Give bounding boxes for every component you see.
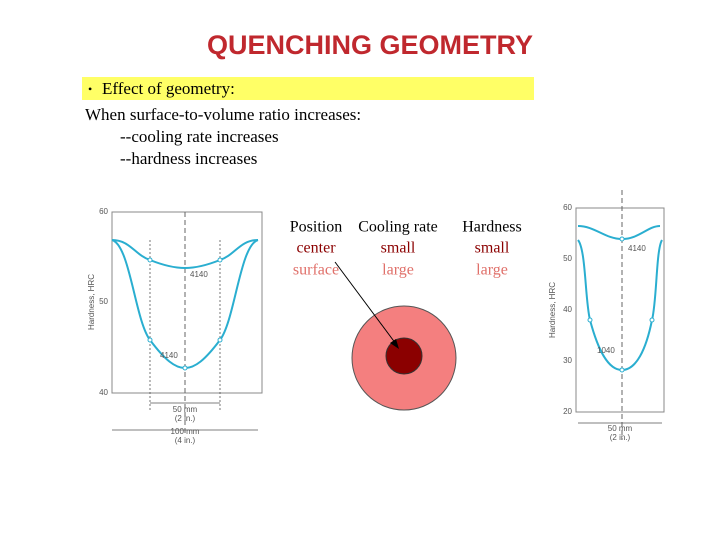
dimension-label: (2 in.)	[175, 414, 196, 423]
table-cell: center	[296, 240, 336, 257]
dot	[217, 337, 223, 343]
tick-label: 40	[99, 388, 108, 397]
tick-label: 20	[563, 407, 572, 416]
curve	[111, 239, 259, 270]
tick-label: 30	[563, 356, 572, 365]
dot	[619, 236, 625, 242]
dimension-label: 50 mm	[173, 405, 198, 414]
table-header: Hardness	[462, 219, 522, 236]
dimension-label: (2 in.)	[610, 433, 631, 442]
dot	[147, 337, 153, 343]
table-header: Cooling rate	[358, 219, 438, 236]
plot-frame	[111, 211, 263, 394]
inner-section	[385, 337, 423, 375]
tick-label: 60	[99, 207, 108, 216]
arrow	[334, 261, 397, 345]
dot	[182, 365, 188, 371]
dot	[217, 257, 223, 263]
right-figure: Hardness, HRC 60 50 40 30 20 4140 1040 5…	[548, 190, 665, 442]
bullet-mark: •	[88, 82, 92, 96]
text-line: --hardness increases	[120, 149, 257, 168]
curve-label: 4140	[190, 270, 208, 279]
table: Position Cooling rate Hardness center sm…	[290, 219, 522, 279]
curve	[577, 225, 661, 241]
tick-label: 50	[99, 297, 108, 306]
table-cell: small	[381, 240, 416, 257]
arrow-head	[390, 339, 399, 349]
dimension-label: 100 mm	[171, 427, 200, 436]
dot	[147, 257, 153, 263]
table-header: Position	[290, 219, 342, 236]
axis-label: Hardness, HRC	[548, 282, 557, 338]
left-figure: Hardness, HRC 60 50 40 4140 4140 50 mm (…	[87, 207, 263, 445]
curve-label: 1040	[597, 346, 615, 355]
highlight	[82, 77, 534, 100]
axis-label: Hardness, HRC	[87, 274, 96, 330]
text-line: When surface-to-volume ratio increases:	[85, 105, 361, 124]
curve-label: 4140	[160, 351, 178, 360]
table-cell: surface	[293, 262, 339, 279]
dimension-label: (4 in.)	[175, 436, 196, 445]
table-cell: large	[476, 262, 508, 279]
dot	[619, 367, 625, 373]
curve-label: 4140	[628, 244, 646, 253]
curve	[577, 239, 663, 372]
plot-frame	[575, 207, 665, 413]
bullet: Effect of geometry:	[102, 79, 235, 98]
title: QUENCHING GEOMETRY	[207, 30, 533, 60]
text-line: --cooling rate increases	[120, 127, 279, 146]
tick-label: 60	[563, 203, 572, 212]
tick-label: 50	[563, 254, 572, 263]
tick-label: 40	[563, 305, 572, 314]
dot	[649, 317, 655, 323]
table-cell: large	[382, 262, 414, 279]
dot	[587, 317, 593, 323]
dimension-label: 50 mm	[608, 424, 633, 433]
table-cell: small	[475, 240, 510, 257]
